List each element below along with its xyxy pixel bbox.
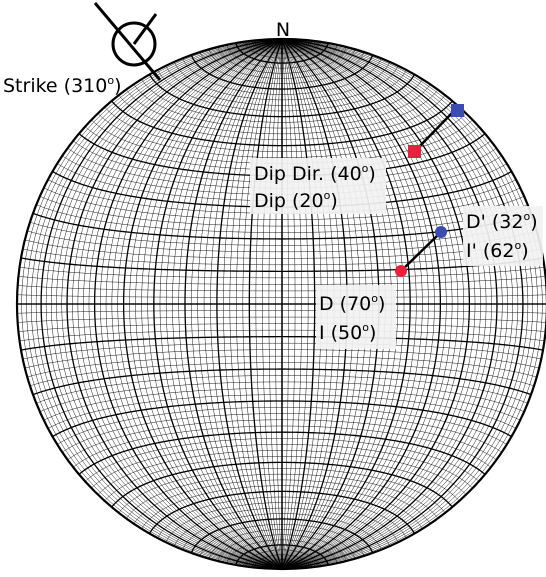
dip-label: Dip (20o) [254,189,338,212]
d-prime-label: D' (32o) [466,210,538,233]
blue-dot-marker [435,226,447,238]
net-grid [17,39,546,569]
strike-symbol [93,2,162,81]
primitive-circle [15,37,546,571]
d-label-bg [316,285,396,349]
blue-square-marker [451,104,464,117]
i-prime-label: I' (62o) [466,239,529,262]
pole-connector [414,110,455,152]
dip-label-bg [250,158,386,214]
dip-dir-label: Dip Dir. (40o) [254,162,376,185]
north-label: N [276,19,290,41]
red-square-marker [408,145,421,158]
vector-connector [400,233,440,272]
i-label: I (50o) [319,321,376,344]
red-dot-marker [395,265,407,277]
d-label: D (70o) [319,292,385,315]
dprime-label-bg [463,206,543,266]
svg-text:Strike (310o): Strike (310o) [3,74,122,97]
strike-label: Strike (310o) [3,74,122,97]
